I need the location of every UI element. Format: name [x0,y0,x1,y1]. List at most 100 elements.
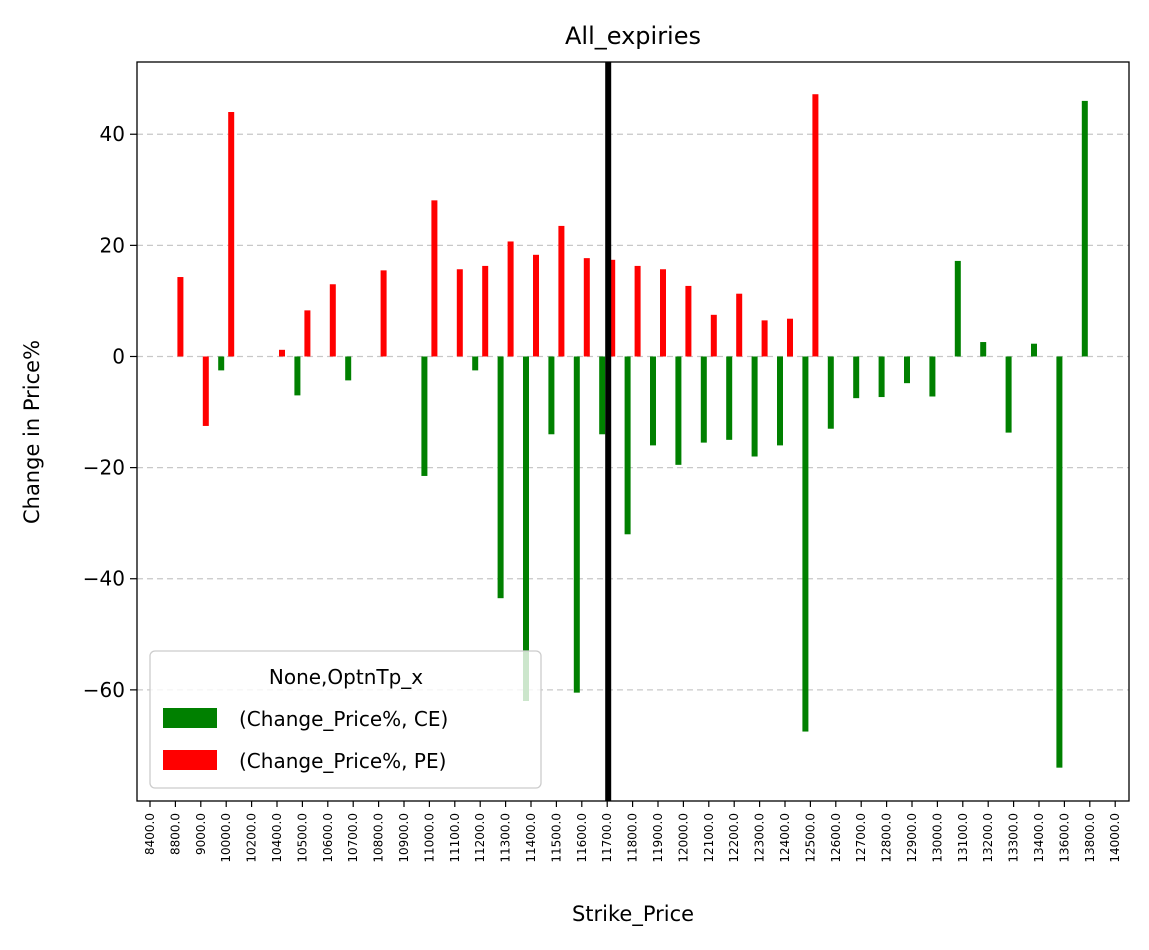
legend-title: None,OptnTp_x [269,665,423,689]
x-tick-label: 12000.0 [676,813,690,863]
x-tick-label: 11800.0 [626,813,640,863]
bar-pe [380,270,387,357]
bar-ce [726,356,733,440]
bar-ce [573,356,580,693]
bar-ce [777,356,783,446]
x-tick-label: 13600.0 [1057,813,1071,863]
y-axis-label: Change in Price% [20,340,44,524]
x-tick-label: 9000.0 [194,813,208,855]
x-tick-label: 12300.0 [753,813,767,863]
x-tick-label: 11400.0 [524,813,538,863]
bar-ce [878,356,885,398]
bar-pe [761,320,768,357]
y-tick-label: −60 [83,678,125,702]
bar-pe [533,254,539,357]
x-tick-label: 10700.0 [346,813,360,863]
x-tick-label: 10000.0 [219,813,233,863]
legend-label-ce: (Change_Price%, CE) [239,707,448,731]
x-tick-label: 13800.0 [1083,813,1097,863]
y-tick-label: −40 [83,567,125,591]
bar-ce [980,342,987,357]
bar-pe [634,265,641,357]
x-tick-label: 12900.0 [905,813,919,863]
x-tick-label: 10600.0 [321,813,335,863]
bar-pe [685,285,692,357]
x-tick-label: 8800.0 [168,813,182,855]
x-tick-label: 13300.0 [1007,813,1021,863]
grid-lines [137,133,1129,691]
bar-ce [345,356,352,381]
bar-ce [1031,343,1037,357]
x-tick-label: 8400.0 [143,813,157,855]
bars [177,94,1088,768]
x-tick-label: 11000.0 [422,813,436,863]
bar-ce [548,356,555,435]
x-axis: 8400.0 8800.0 9000.0 10000.0 10200.0 10400.0 1… [143,801,1122,863]
bar-ce [1005,356,1012,433]
x-tick-label: 10900.0 [397,813,411,863]
bar-ce [421,356,428,476]
legend: None,OptnTp_x (Change_Price%, CE) (Chang… [149,650,542,789]
y-tick-label: 0 [112,344,125,368]
x-tick-label: 11100.0 [448,813,462,863]
x-tick-label: 11500.0 [549,813,563,863]
x-tick-label: 12800.0 [880,813,894,863]
bar-pe [228,112,235,357]
bar-pe [583,258,590,357]
bar-ce [675,356,682,465]
x-tick-label: 10500.0 [295,813,309,863]
x-tick-label: 11200.0 [473,813,487,863]
bar-ce [1081,100,1088,357]
bar-ce [827,356,834,429]
bar-ce [954,260,961,357]
x-tick-label: 12600.0 [829,813,843,863]
bar-pe [202,356,209,426]
x-tick-label: 10200.0 [245,813,259,863]
bar-pe [482,265,489,357]
x-tick-label: 12500.0 [803,813,817,863]
x-tick-label: 11600.0 [575,813,589,863]
bar-pe [177,277,184,357]
bar-pe [558,225,565,357]
bar-ce [700,356,707,443]
x-tick-label: 10800.0 [372,813,386,863]
bar-ce [523,356,529,701]
bar-pe [812,94,819,357]
bar-pe [609,259,616,357]
bar-ce [650,356,656,446]
bar-pe [710,314,717,357]
bar-ce [624,356,631,535]
x-tick-label: 11300.0 [499,813,513,863]
x-axis-label: Strike_Price [572,902,694,927]
legend-box [149,650,542,789]
bar-ce [599,356,606,435]
x-tick-label: 11900.0 [651,813,665,863]
bar-pe [329,284,336,357]
bar-ce [472,356,479,371]
legend-swatch-ce [163,708,217,728]
bar-ce [929,356,936,397]
bar-ce [751,356,758,457]
bar-pe [787,318,793,357]
x-tick-label: 12200.0 [727,813,741,863]
y-axis: −60 −40 −20 0 20 40 [83,122,137,702]
bar-ce [802,356,809,732]
chart-title: All_expiries [565,22,701,50]
bar-pe [736,293,743,357]
bar-pe [279,349,285,357]
x-tick-label: 12400.0 [778,813,792,863]
legend-label-pe: (Change_Price%, PE) [239,749,446,773]
x-tick-label: 13100.0 [956,813,970,863]
bar-pe [304,310,311,357]
bar-ce [904,356,910,384]
y-tick-label: −20 [83,456,125,480]
y-tick-label: 40 [100,122,125,146]
bar-ce [497,356,504,599]
legend-swatch-pe [163,750,217,770]
x-tick-label: 14000.0 [1108,813,1122,863]
bar-pe [456,269,463,357]
bar-ce [853,356,860,399]
x-tick-label: 13400.0 [1032,813,1046,863]
bar-ce [1056,356,1063,768]
